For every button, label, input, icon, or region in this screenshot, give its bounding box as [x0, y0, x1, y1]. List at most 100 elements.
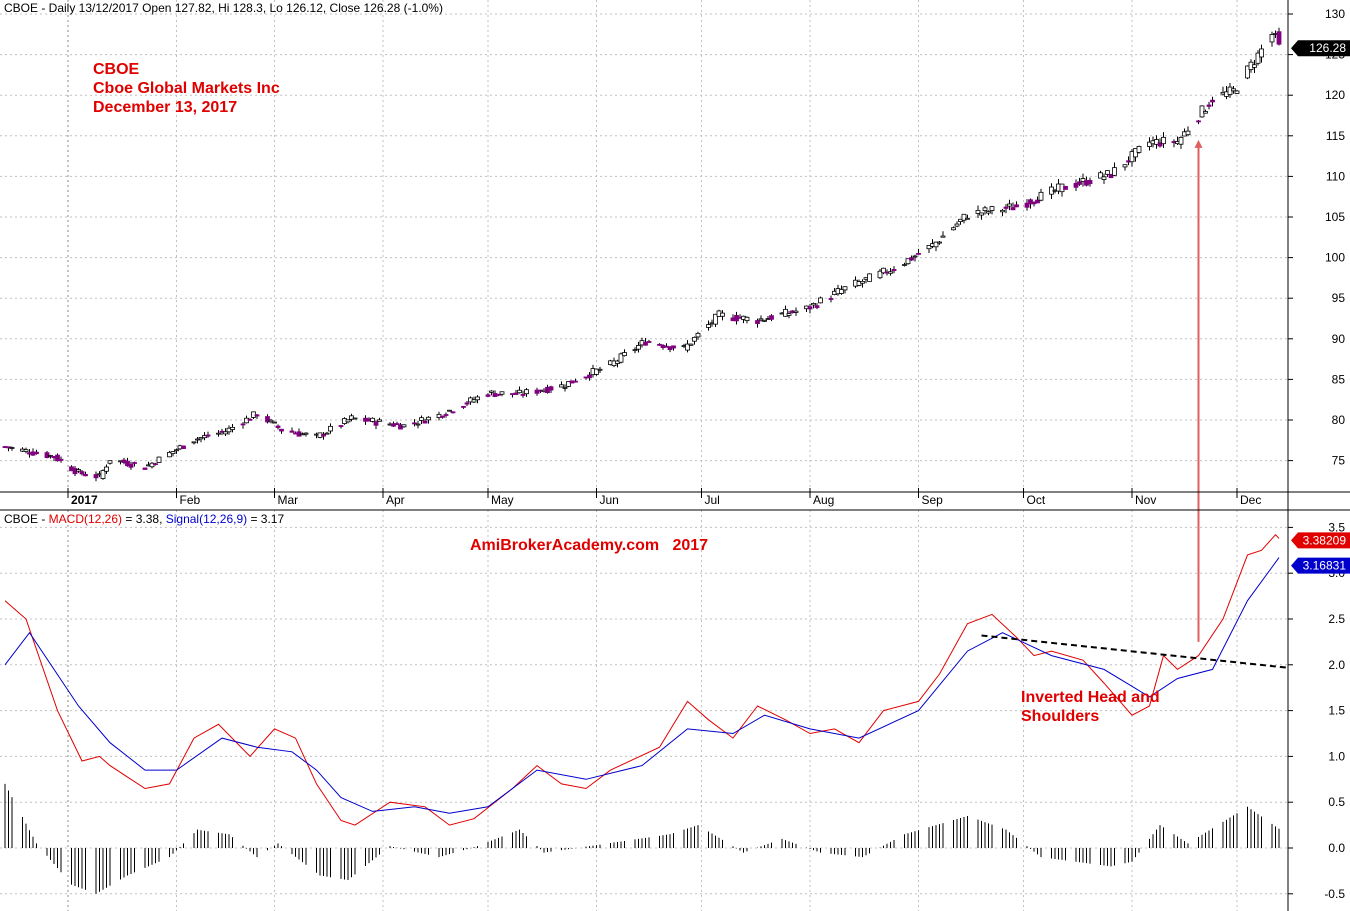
signal-series-line: [4, 557, 1280, 814]
signal-badge-value: 3.16831: [1303, 559, 1347, 573]
candle-body: [167, 451, 172, 458]
watermark: AmiBrokerAcademy.com 2017: [470, 537, 709, 554]
candle-body: [1007, 203, 1012, 207]
candle-body: [622, 352, 627, 357]
candle-body: [181, 445, 186, 449]
candle-body: [303, 432, 309, 435]
month-label: Jul: [705, 493, 720, 507]
candle-body: [744, 316, 750, 321]
candle-body: [440, 415, 445, 418]
candle-body: [909, 257, 914, 261]
candle-body: [688, 343, 694, 346]
candle-body: [594, 368, 599, 375]
candle-body: [1014, 204, 1019, 208]
candle-body: [475, 396, 480, 401]
annotation-ticker: CBOE: [93, 61, 140, 78]
candle-body: [415, 423, 421, 426]
candle-body: [1063, 186, 1068, 190]
candle-body: [324, 432, 330, 435]
macd-header-macd-value: = 3.38,: [122, 512, 166, 526]
candle-body: [954, 223, 960, 227]
candle-body: [926, 245, 932, 250]
candle-body: [1105, 170, 1110, 175]
neckline-dashed: [981, 634, 1287, 669]
candle-body: [566, 381, 571, 387]
price-y-label: 130: [1325, 7, 1345, 21]
candle-body: [489, 390, 494, 393]
candle-body: [198, 437, 204, 440]
candle-body: [272, 421, 277, 424]
candle-body: [230, 426, 235, 430]
candle-body: [1203, 111, 1208, 114]
candle-body: [902, 264, 907, 266]
candle-body: [975, 209, 981, 214]
candle-body: [877, 270, 883, 279]
candle-body: [573, 380, 578, 383]
price-y-label: 105: [1325, 210, 1345, 224]
candle-body: [762, 319, 767, 322]
candle-body: [783, 308, 788, 317]
candle-body: [170, 451, 176, 455]
candle-body: [1234, 90, 1240, 94]
candle-body: [916, 253, 921, 255]
candle-body: [1077, 181, 1082, 185]
candle-body: [905, 258, 911, 265]
candle-body: [1259, 48, 1264, 58]
candle-body: [769, 315, 774, 320]
candle-body: [828, 298, 834, 300]
macd-y-label: 1.5: [1328, 704, 1345, 718]
candle-body: [394, 423, 400, 425]
month-label: Apr: [386, 493, 405, 507]
candle-body: [807, 306, 813, 310]
candle-body: [1147, 141, 1152, 147]
macd-y-label: -0.5: [1324, 887, 1345, 901]
candle-body: [793, 310, 799, 313]
candle-body: [1108, 174, 1114, 179]
candle-body: [1136, 146, 1142, 153]
candle-body: [758, 318, 764, 321]
candle-body: [559, 384, 564, 388]
candle-body: [275, 425, 281, 428]
candle-body: [125, 460, 130, 467]
candle-body: [352, 417, 358, 420]
macd-y-label: 2.5: [1328, 612, 1345, 626]
candle-body: [202, 435, 207, 439]
candle-body: [1161, 136, 1166, 145]
candle-body: [912, 255, 918, 258]
candle-body: [156, 456, 162, 463]
candle-body: [1255, 52, 1261, 64]
candle-body: [191, 441, 197, 444]
candle-body: [1269, 34, 1275, 43]
candle-body: [9, 447, 15, 449]
signal-badge: 3.16831: [1291, 557, 1350, 574]
candle-body: [713, 313, 718, 325]
candle-body: [153, 463, 158, 466]
candle-body: [226, 427, 232, 433]
candle-body: [1003, 206, 1009, 209]
candle-body: [839, 289, 844, 294]
arrow-head: [1194, 139, 1203, 148]
month-label: Aug: [813, 493, 834, 507]
candle-body: [349, 415, 354, 420]
macd-badge: 3.38209: [1291, 532, 1350, 549]
candle-body: [951, 227, 956, 231]
candle-body: [338, 425, 344, 427]
candle-body: [940, 235, 946, 238]
candle-body: [426, 416, 431, 421]
candle-body: [142, 467, 148, 470]
candle-body: [842, 286, 848, 291]
price-y-axis-ticks: 7580859095100105110115120125130: [1288, 7, 1345, 468]
candle-body: [632, 349, 638, 352]
candle-body: [1185, 130, 1191, 136]
annotation-company: Cboe Global Markets Inc: [93, 80, 280, 97]
candle-body: [881, 267, 886, 274]
candle-body: [485, 394, 491, 397]
price-gridlines: [0, 0, 1288, 492]
candle-body: [692, 336, 697, 342]
macd-header-signal-value: = 3.17: [247, 512, 285, 526]
candle-body: [657, 343, 662, 346]
candle-body: [1178, 136, 1184, 145]
candle-body: [464, 402, 470, 405]
